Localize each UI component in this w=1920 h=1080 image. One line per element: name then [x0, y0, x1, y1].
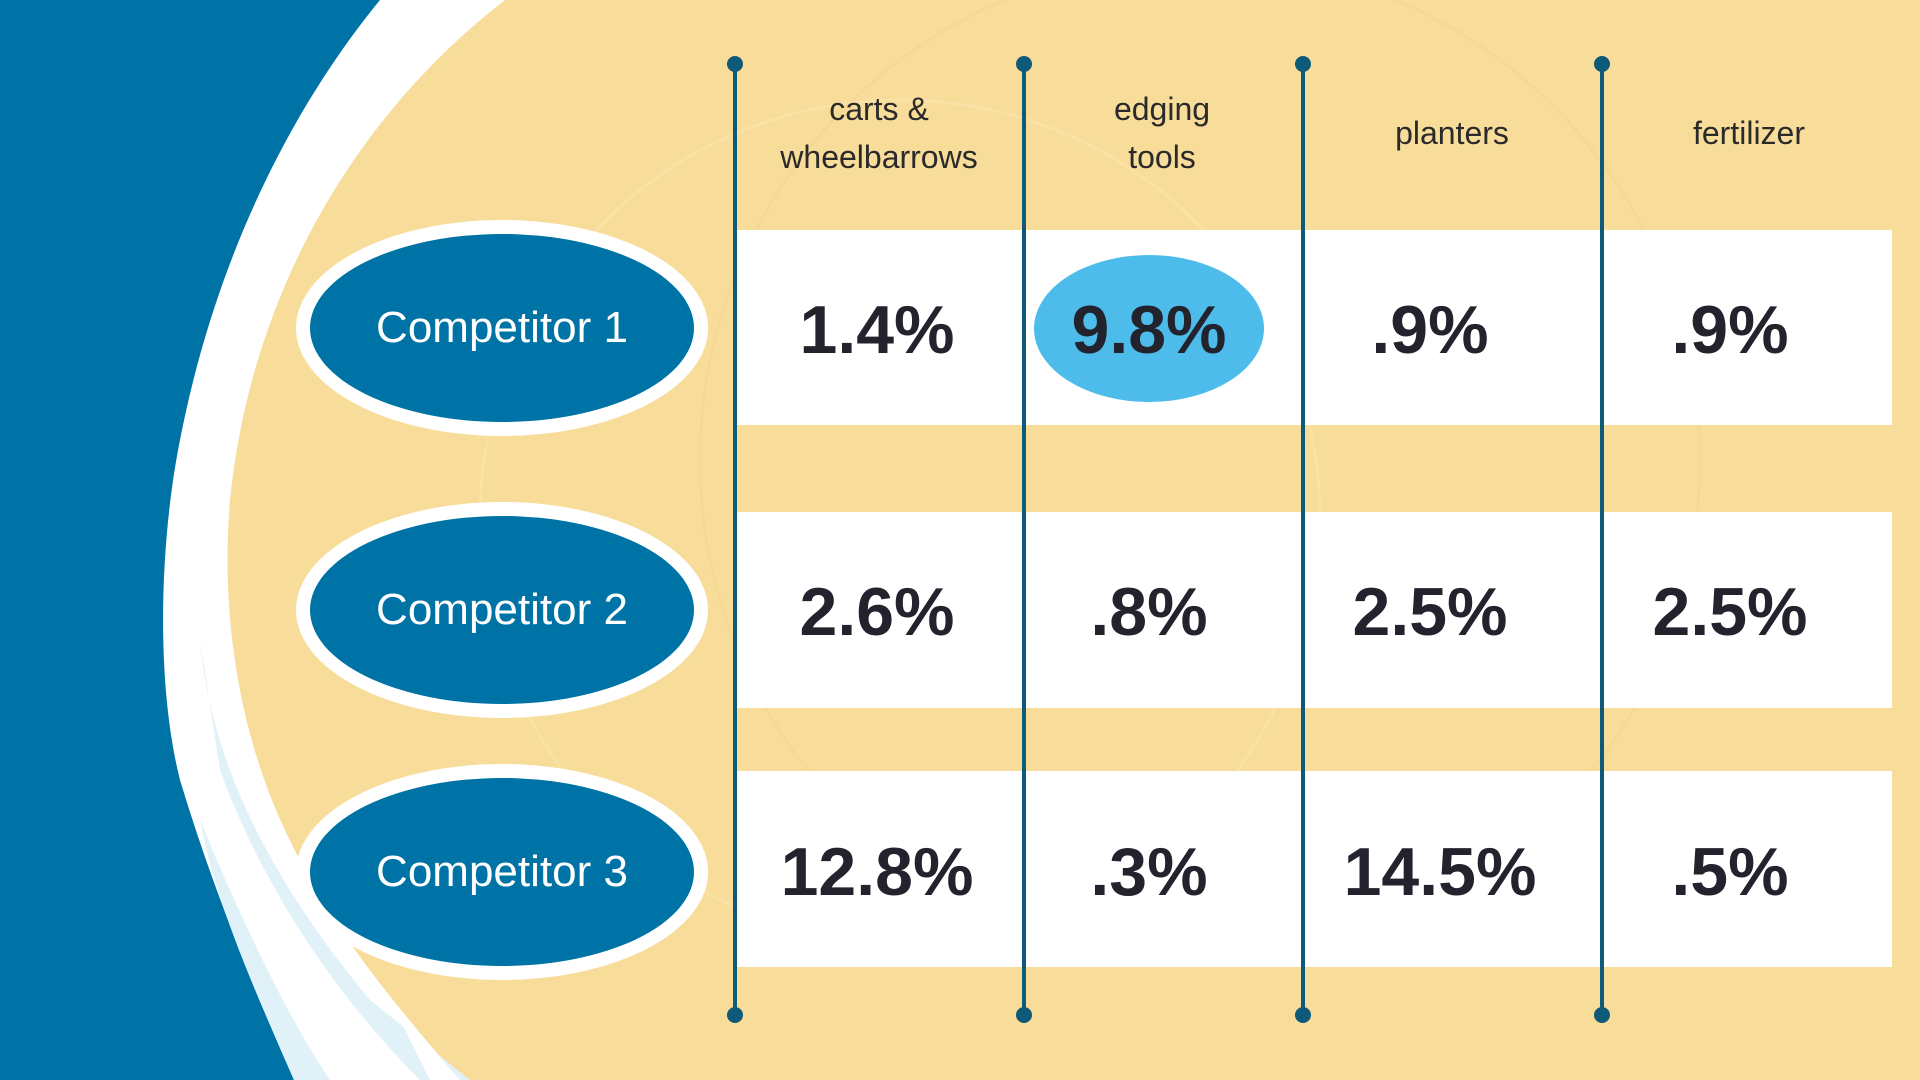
column-header-fertilizer: fertilizer — [1692, 115, 1805, 151]
cell-value: 2.5% — [1352, 574, 1508, 650]
column-header-planters: planters — [1395, 115, 1509, 151]
cell-value: 12.8% — [780, 834, 974, 910]
table-row-3 — [735, 771, 1892, 967]
cell-value: .3% — [1090, 834, 1208, 910]
row-label-competitor-1: Competitor 1 — [296, 220, 708, 436]
divider-dot — [727, 56, 743, 72]
column-divider — [727, 56, 743, 1023]
table-row-2 — [735, 512, 1892, 708]
column-header-carts: carts & wheelbarrows — [780, 91, 978, 175]
row-label-competitor-3: Competitor 3 — [296, 764, 708, 980]
column-divider — [1016, 56, 1032, 1023]
cell-value: 14.5% — [1343, 834, 1537, 910]
divider-dot — [1016, 56, 1032, 72]
column-divider — [1295, 56, 1311, 1023]
cell-value-highlighted: 9.8% — [1071, 292, 1227, 368]
cell-value: .9% — [1671, 292, 1789, 368]
cell-value: .5% — [1671, 834, 1789, 910]
divider-dot — [1295, 1007, 1311, 1023]
column-divider — [1594, 56, 1610, 1023]
divider-dot — [1594, 1007, 1610, 1023]
divider-dot — [1594, 56, 1610, 72]
divider-dot — [1295, 56, 1311, 72]
column-header-edging-tools: edging tools — [1113, 91, 1211, 175]
divider-dot — [1016, 1007, 1032, 1023]
cell-value: .8% — [1090, 574, 1208, 650]
cell-value: 2.5% — [1652, 574, 1808, 650]
row-label-competitor-2: Competitor 2 — [296, 502, 708, 718]
highlight-oval — [1034, 255, 1264, 402]
cell-value: .9% — [1371, 292, 1489, 368]
cell-value: 2.6% — [799, 574, 955, 650]
table-row-1 — [735, 230, 1892, 425]
cell-value: 1.4% — [799, 292, 955, 368]
divider-dot — [727, 1007, 743, 1023]
